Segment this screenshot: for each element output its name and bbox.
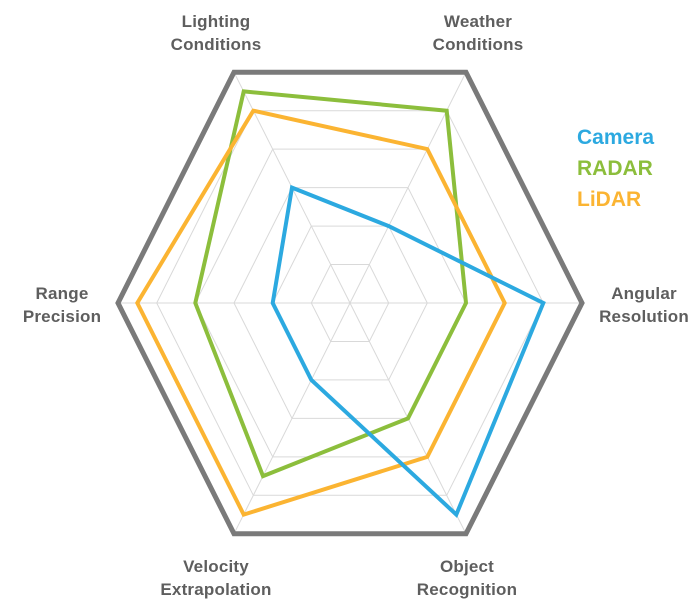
axis-label-line: Range (35, 284, 89, 303)
axis-label-line: Velocity (183, 557, 249, 576)
axis-label-line: Extrapolation (160, 580, 272, 599)
axis-label-line: Angular (611, 284, 677, 303)
axis-label-line: Precision (22, 307, 102, 326)
axis-label-line: Conditions (432, 35, 524, 54)
axis-label-line: Conditions (170, 35, 262, 54)
axis-label-weather-conditions: Weather Conditions (398, 10, 558, 56)
legend-item-radar: RADAR (577, 157, 653, 180)
axis-label-line: Object (439, 557, 495, 576)
axis-label-angular-resolution: Angular Resolution (564, 282, 696, 328)
axis-label-line: Lighting (181, 12, 251, 31)
grid-spoke (233, 302, 351, 535)
axis-label-line: Recognition (416, 580, 518, 599)
axis-label-line: Weather (443, 12, 513, 31)
chart-legend: Camera RADAR LiDAR (577, 122, 654, 215)
axis-label-range-precision: Range Precision (0, 282, 142, 328)
series-line-camera (270, 184, 546, 519)
chart-outer-boundary (115, 69, 585, 537)
series-line-lidar (135, 108, 507, 518)
axis-label-lighting-conditions: Lighting Conditions (136, 10, 296, 56)
legend-item-camera: Camera (577, 126, 655, 149)
series-line-radar (193, 89, 469, 479)
axis-label-object-recognition: Object Recognition (387, 555, 547, 601)
axis-label-line: Resolution (599, 307, 689, 326)
axis-label-velocity-extrapolation: Velocity Extrapolation (136, 555, 296, 601)
legend-item-lidar: LiDAR (577, 188, 642, 211)
